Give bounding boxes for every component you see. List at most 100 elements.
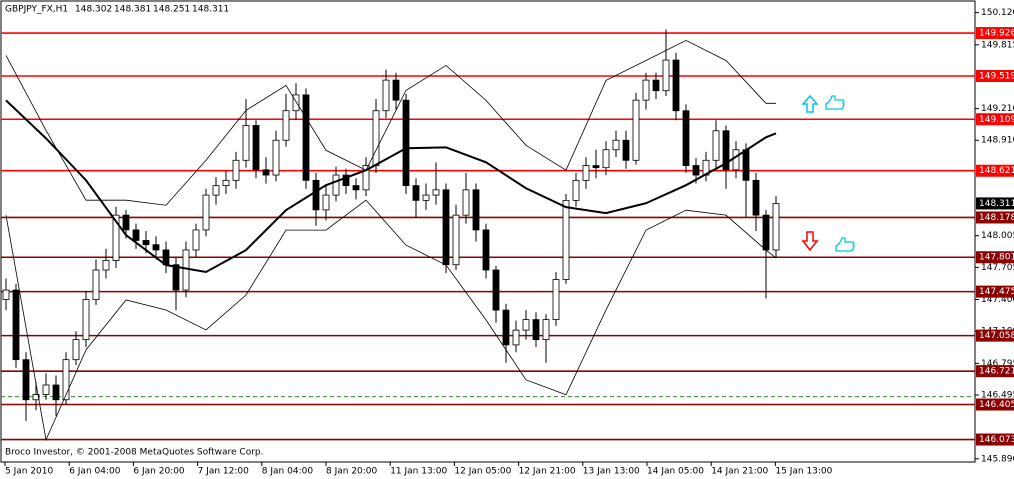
candle-body — [102, 260, 110, 271]
candle-body — [392, 79, 400, 101]
x-tick-label: 5 Jan 2010 — [5, 467, 53, 477]
level-label: 147.475 — [979, 287, 1014, 297]
candle-body — [52, 384, 60, 401]
x-tick-label: 11 Jan 13:00 — [390, 467, 447, 477]
candle-body — [72, 339, 80, 361]
candle-body — [602, 149, 610, 169]
signal-icons — [801, 94, 855, 252]
candle-body — [302, 94, 310, 181]
candle-body — [82, 299, 90, 341]
indicator-line — [5, 199, 777, 442]
x-tick-label: 13 Jan 13:00 — [583, 467, 640, 477]
candle-body — [562, 199, 570, 280]
candle-body — [342, 174, 350, 187]
candle-body — [472, 189, 480, 231]
candle-body — [182, 249, 190, 291]
candle-body — [2, 289, 10, 300]
candle-body — [402, 99, 410, 187]
x-tick-label: 8 Jan 04:00 — [262, 467, 314, 477]
x-tick-label: 6 Jan 20:00 — [133, 467, 185, 477]
candle-body — [112, 214, 120, 261]
candle-body — [692, 165, 700, 176]
candle-body — [512, 329, 520, 346]
candle-body — [172, 264, 180, 291]
candle-body — [592, 165, 600, 169]
candle-body — [532, 319, 540, 341]
candle-body — [242, 125, 250, 161]
candle-body — [662, 59, 670, 92]
x-tick-label: 7 Jan 12:00 — [198, 467, 250, 477]
candle-body — [612, 139, 620, 151]
y-tick-label: 147.705 — [981, 263, 1014, 273]
candle-body — [642, 79, 650, 101]
candle-body — [132, 229, 140, 241]
candle-body — [502, 309, 510, 346]
header-value: 148.381 — [114, 5, 151, 15]
y-tick-label: 148.910 — [981, 136, 1014, 146]
down-arrow — [801, 231, 819, 252]
up-arrow — [801, 94, 819, 113]
x-tick-label: 12 Jan 21:00 — [519, 467, 576, 477]
thumb-icon — [835, 237, 855, 252]
y-tick-label: 146.495 — [981, 391, 1014, 401]
header-value: 148.251 — [153, 5, 190, 15]
symbol: GBPJPY_FX,H1 — [5, 5, 68, 15]
level-label-box — [976, 211, 1014, 224]
indicator-line — [5, 40, 776, 206]
candle-body — [572, 179, 580, 201]
level-label: 146.405 — [979, 400, 1014, 410]
level-label-box — [976, 70, 1014, 83]
level-label-box — [976, 27, 1014, 40]
candle-body — [62, 359, 70, 401]
x-tick-label: 15 Jan 13:00 — [775, 467, 832, 477]
current-price-box — [976, 197, 1014, 210]
candle-body — [92, 269, 100, 300]
candle-body — [272, 139, 280, 176]
candle-body — [492, 269, 500, 311]
current-price-label: 148.311 — [979, 199, 1014, 209]
y-tick-label: 146.795 — [981, 359, 1014, 369]
candle-body — [142, 240, 150, 246]
level-label: 149.519 — [979, 72, 1014, 82]
candle-body — [462, 189, 470, 216]
candle-body — [12, 289, 20, 361]
candle-body — [292, 94, 300, 112]
candle-body — [252, 125, 260, 171]
y-tick-label: 149.815 — [981, 40, 1014, 50]
candle-body — [362, 165, 370, 191]
candle-body — [372, 110, 380, 166]
candle-body — [332, 174, 340, 196]
header-value: 148.311 — [192, 5, 229, 15]
candle-body — [552, 279, 560, 320]
candle-body — [682, 110, 690, 166]
y-tick-label: 148.005 — [981, 231, 1014, 241]
candle-body — [742, 149, 750, 181]
candle-body — [282, 110, 290, 141]
candles — [2, 29, 780, 421]
level-label: 148.621 — [979, 166, 1014, 176]
candle-body — [632, 99, 640, 161]
candle-body — [32, 394, 40, 401]
candle-body — [732, 149, 740, 171]
candle-body — [672, 59, 680, 112]
level-label: 149.109 — [979, 115, 1014, 125]
candle-body — [152, 244, 160, 251]
candle-body — [722, 130, 730, 171]
x-tick-label: 6 Jan 04:00 — [69, 467, 121, 477]
candle-body — [482, 229, 490, 271]
candle-body — [422, 194, 430, 201]
level-label: 146.073 — [979, 435, 1014, 445]
y-tick-label: 147.400 — [981, 295, 1014, 305]
x-tick-label: 14 Jan 05:00 — [647, 467, 704, 477]
candle-body — [212, 185, 220, 196]
candle-body — [772, 203, 780, 251]
candle-body — [232, 159, 240, 181]
candle-body — [652, 79, 660, 92]
y-tick-label: 149.210 — [981, 104, 1014, 114]
candle-body — [322, 194, 330, 211]
x-tick-label: 8 Jan 20:00 — [326, 467, 378, 477]
candle-body — [452, 214, 460, 266]
candle-body — [192, 229, 200, 251]
candle-body — [312, 179, 320, 211]
